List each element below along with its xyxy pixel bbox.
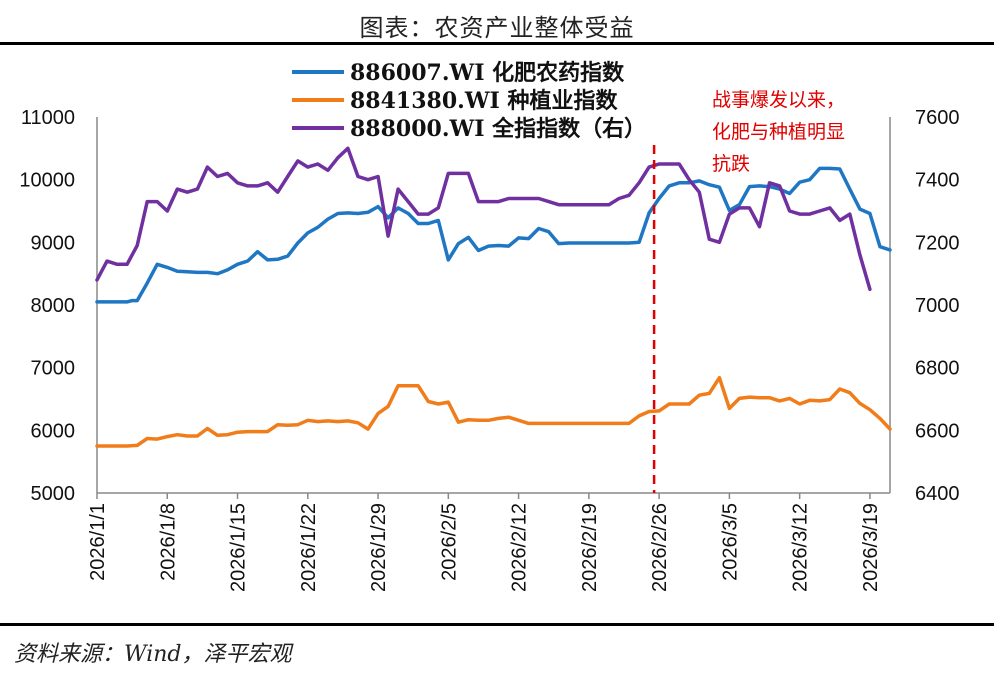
x-axis-tick-label: 2026/3/12 <box>790 503 812 592</box>
right-axis-tick-label: 7400 <box>915 170 960 192</box>
x-axis-tick-label: 2026/2/19 <box>579 503 601 592</box>
annotation-text: 化肥与种植明显 <box>712 121 845 143</box>
x-axis-tick-label: 2026/1/1 <box>87 503 109 581</box>
left-axis-tick-label: 5000 <box>31 483 76 505</box>
chart-title: 图表：农资产业整体受益 <box>359 14 635 42</box>
x-axis-tick-label: 2026/2/12 <box>509 503 531 592</box>
right-axis-tick-label: 7200 <box>915 232 960 254</box>
annotation-text: 抗跌 <box>712 153 750 175</box>
series-line-3 <box>95 146 872 292</box>
bottom-rule <box>0 623 994 626</box>
right-axis-tick-label: 6400 <box>915 483 960 505</box>
left-axis-tick-label: 9000 <box>31 232 76 254</box>
x-axis-tick-label: 2026/2/5 <box>438 503 460 581</box>
x-axis-tick-label: 2026/2/26 <box>649 503 671 592</box>
left-axis-tick-label: 8000 <box>31 295 76 317</box>
series-line-2 <box>95 375 892 448</box>
left-axis-tick-label: 7000 <box>31 358 76 380</box>
right-axis-tick-label: 6600 <box>915 420 960 442</box>
legend-label-1: 886007.WI 化肥农药指数 <box>350 60 625 86</box>
legend-label-2: 8841380.WI 种植业指数 <box>350 88 618 114</box>
series-line-1 <box>95 166 892 304</box>
legend-label-3: 888000.WI 全指指数（右） <box>350 116 646 142</box>
top-rule <box>0 42 994 45</box>
right-axis-tick-label: 7000 <box>915 295 960 317</box>
x-axis-tick-label: 2026/1/22 <box>298 503 320 592</box>
x-axis-tick-label: 2026/1/8 <box>157 503 179 581</box>
right-axis-tick-label: 6800 <box>915 358 960 380</box>
x-axis-tick-label: 2026/3/19 <box>860 503 882 592</box>
source-note: 资料来源：Wind，泽平宏观 <box>14 642 292 667</box>
left-axis-tick-label: 6000 <box>31 420 76 442</box>
x-axis-tick-label: 2026/3/5 <box>719 503 741 581</box>
right-axis-tick-label: 7600 <box>915 107 960 129</box>
x-axis-tick-label: 2026/1/15 <box>228 503 250 592</box>
left-axis-tick-label: 11000 <box>21 107 75 129</box>
x-axis-tick-label: 2026/1/29 <box>368 503 390 592</box>
left-axis-tick-label: 10000 <box>19 170 75 192</box>
annotation-text: 战事爆发以来， <box>712 89 845 111</box>
